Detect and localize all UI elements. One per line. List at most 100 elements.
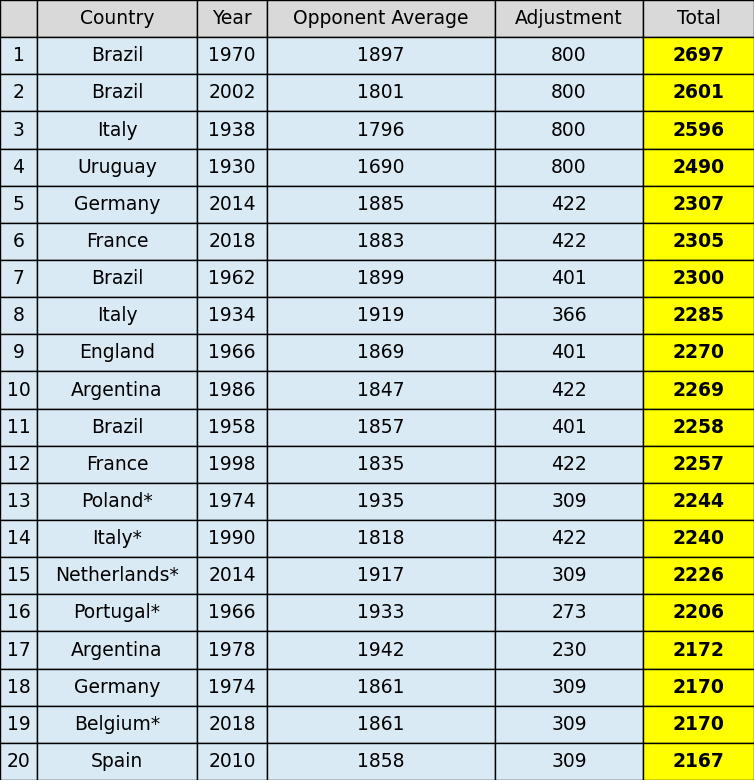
Bar: [495, 668, 643, 706]
Text: 17: 17: [7, 640, 30, 660]
Text: Country: Country: [80, 9, 155, 28]
Bar: [197, 483, 267, 520]
Bar: [37, 743, 197, 780]
Bar: [197, 632, 267, 668]
Bar: [643, 632, 754, 668]
Bar: [197, 371, 267, 409]
Text: 1861: 1861: [357, 714, 405, 734]
Bar: [495, 148, 643, 186]
Bar: [643, 37, 754, 74]
Text: 1899: 1899: [357, 269, 405, 288]
Text: 1883: 1883: [357, 232, 405, 251]
Text: 3: 3: [13, 120, 24, 140]
Bar: [267, 520, 495, 557]
Text: 2697: 2697: [673, 46, 725, 66]
Text: 9: 9: [13, 343, 24, 363]
Text: Belgium*: Belgium*: [74, 714, 160, 734]
Bar: [267, 445, 495, 483]
Bar: [643, 557, 754, 594]
Text: 6: 6: [13, 232, 24, 251]
Text: 1958: 1958: [208, 417, 256, 437]
Bar: [37, 223, 197, 260]
Text: 2240: 2240: [673, 529, 725, 548]
Bar: [495, 483, 643, 520]
Text: 422: 422: [551, 529, 587, 548]
Text: 1934: 1934: [208, 307, 256, 325]
Bar: [0, 483, 37, 520]
Bar: [0, 297, 37, 335]
Bar: [37, 594, 197, 632]
Bar: [643, 594, 754, 632]
Text: 4: 4: [13, 158, 24, 176]
Bar: [495, 260, 643, 297]
Bar: [643, 0, 754, 37]
Bar: [197, 445, 267, 483]
Text: 1966: 1966: [208, 604, 256, 622]
Bar: [197, 706, 267, 743]
Bar: [495, 223, 643, 260]
Text: 2490: 2490: [673, 158, 725, 176]
Bar: [267, 743, 495, 780]
Text: 1818: 1818: [357, 529, 405, 548]
Text: Uruguay: Uruguay: [77, 158, 157, 176]
Text: 10: 10: [7, 381, 30, 399]
Text: Spain: Spain: [91, 752, 143, 771]
Bar: [643, 223, 754, 260]
Text: Germany: Germany: [74, 678, 160, 697]
Bar: [267, 706, 495, 743]
Bar: [267, 409, 495, 445]
Text: Italy*: Italy*: [92, 529, 142, 548]
Bar: [37, 445, 197, 483]
Text: 2270: 2270: [673, 343, 725, 363]
Bar: [495, 594, 643, 632]
Bar: [267, 37, 495, 74]
Text: Brazil: Brazil: [90, 46, 143, 66]
Text: 309: 309: [551, 714, 587, 734]
Bar: [0, 112, 37, 148]
Text: 1942: 1942: [357, 640, 405, 660]
Text: 1935: 1935: [357, 492, 405, 511]
Text: 2226: 2226: [673, 566, 725, 585]
Bar: [643, 186, 754, 223]
Bar: [267, 483, 495, 520]
Bar: [267, 594, 495, 632]
Bar: [0, 445, 37, 483]
Text: 800: 800: [551, 46, 587, 66]
Text: 1990: 1990: [208, 529, 256, 548]
Bar: [495, 297, 643, 335]
Text: 1885: 1885: [357, 195, 405, 214]
Bar: [37, 112, 197, 148]
Text: 2170: 2170: [673, 678, 725, 697]
Text: Brazil: Brazil: [90, 83, 143, 102]
Bar: [197, 335, 267, 371]
Text: 2206: 2206: [673, 604, 725, 622]
Text: 401: 401: [551, 417, 587, 437]
Bar: [495, 335, 643, 371]
Bar: [643, 371, 754, 409]
Bar: [643, 743, 754, 780]
Text: Argentina: Argentina: [71, 381, 163, 399]
Text: Netherlands*: Netherlands*: [55, 566, 179, 585]
Text: 2269: 2269: [673, 381, 725, 399]
Text: 422: 422: [551, 381, 587, 399]
Text: 1857: 1857: [357, 417, 405, 437]
Bar: [197, 260, 267, 297]
Text: 273: 273: [551, 604, 587, 622]
Bar: [0, 594, 37, 632]
Text: 230: 230: [551, 640, 587, 660]
Text: 1962: 1962: [208, 269, 256, 288]
Text: 1974: 1974: [208, 678, 256, 697]
Bar: [267, 112, 495, 148]
Text: 422: 422: [551, 455, 587, 473]
Text: Total: Total: [676, 9, 720, 28]
Text: Italy: Italy: [97, 120, 137, 140]
Text: Italy: Italy: [97, 307, 137, 325]
Bar: [37, 409, 197, 445]
Text: 13: 13: [7, 492, 30, 511]
Bar: [197, 297, 267, 335]
Bar: [267, 260, 495, 297]
Text: 2014: 2014: [208, 195, 256, 214]
Text: 309: 309: [551, 492, 587, 511]
Bar: [197, 74, 267, 112]
Text: Germany: Germany: [74, 195, 160, 214]
